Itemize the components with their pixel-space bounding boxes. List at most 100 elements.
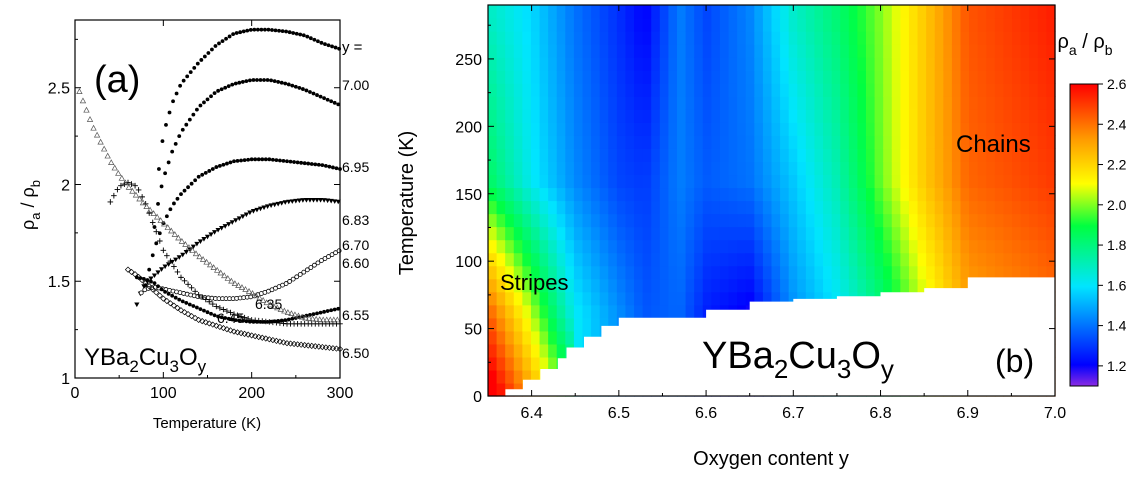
heatmap-cell (685, 44, 695, 58)
heatmap-cell (788, 265, 798, 280)
data-point (176, 255, 182, 260)
heatmap-cell (1046, 31, 1056, 45)
heatmap-cell (969, 70, 979, 84)
heatmap-cell (754, 5, 764, 19)
heatmap-cell (780, 70, 790, 84)
heatmap-cell (788, 174, 798, 189)
heatmap-cell (668, 83, 678, 97)
heatmap-cell (797, 70, 807, 84)
heatmap-cell (651, 57, 661, 71)
heatmap-cell (805, 174, 816, 189)
data-point (200, 172, 205, 177)
heatmap-cell (900, 96, 910, 110)
data-point (244, 319, 249, 324)
heatmap-cell (891, 265, 901, 280)
heatmap-cell (848, 83, 859, 97)
data-point (276, 80, 281, 84)
heatmap-cell (488, 382, 498, 397)
heatmap-cell (934, 187, 944, 202)
data-point (280, 29, 285, 34)
heatmap-cell (1037, 226, 1048, 241)
data-point (228, 277, 235, 284)
heatmap-cell (857, 213, 867, 228)
heatmap-cell (582, 304, 592, 319)
heatmap-cell (977, 18, 987, 32)
heatmap-cell (573, 44, 584, 58)
heatmap-cell (994, 135, 1005, 149)
heatmap-cell (651, 304, 661, 319)
data-point (213, 303, 220, 310)
heatmap-cell (1037, 174, 1048, 189)
data-point (248, 319, 252, 324)
heatmap-cell (883, 44, 893, 58)
heatmap-cell (677, 174, 687, 189)
heatmap-cell (926, 226, 936, 241)
heatmap-cell (488, 226, 498, 241)
heatmap-cell (591, 187, 601, 202)
heatmap-cell (823, 278, 833, 293)
data-point (284, 29, 289, 34)
heatmap-cell (857, 226, 867, 241)
heatmap-cell (685, 122, 695, 136)
heatmap-cell (814, 291, 824, 306)
heatmap-cell (719, 96, 730, 110)
heatmap-cell (831, 174, 841, 189)
heatmap-cell (969, 18, 979, 32)
data-point (249, 290, 256, 296)
data-point (195, 316, 202, 324)
heatmap-cell (754, 187, 764, 202)
heatmap-cell (488, 239, 498, 254)
heatmap-cell (668, 148, 678, 162)
data-point (149, 219, 156, 226)
heatmap-cell (874, 5, 884, 19)
heatmap-cell (951, 31, 962, 45)
data-point (153, 228, 160, 235)
heatmap-cell (951, 226, 962, 241)
heatmap-cell (728, 265, 738, 280)
colorbar-tick-label: 2.2 (1107, 157, 1127, 173)
heatmap-cell (625, 213, 635, 228)
data-point (219, 226, 225, 231)
heatmap-cell (951, 187, 962, 202)
heatmap-cell (719, 239, 730, 254)
heatmap-cell (513, 174, 523, 189)
panel-a-formula: YBa2Cu3Oy (84, 344, 207, 376)
heatmap-cell (814, 70, 824, 84)
heatmap-cell (943, 96, 953, 110)
heatmap-cell (505, 109, 515, 123)
heatmap-cell (685, 200, 695, 215)
data-point (257, 206, 264, 212)
heatmap-cell (780, 265, 790, 280)
heatmap-cell (488, 343, 498, 358)
heatmap-cell (659, 57, 670, 71)
series-6_50 (124, 266, 344, 353)
heatmap-cell (874, 96, 884, 110)
heatmap-cell (788, 122, 798, 136)
heatmap-cell (573, 109, 584, 123)
heatmap-cell (719, 265, 730, 280)
heatmap-cell (1037, 96, 1048, 110)
heatmap-cell (814, 96, 824, 110)
heatmap-cell (496, 57, 506, 71)
heatmap-cell (977, 109, 987, 123)
heatmap-cell (908, 278, 919, 293)
heatmap-cell (943, 18, 953, 32)
data-point (196, 253, 203, 260)
heatmap-cell (616, 44, 627, 58)
heatmap-cell (900, 5, 910, 19)
data-point (156, 292, 163, 299)
heatmap-cell (908, 148, 919, 162)
heatmap-cell (573, 148, 584, 162)
data-point (208, 232, 214, 238)
heatmap-cell (797, 31, 807, 45)
heatmap-cell (625, 5, 635, 19)
heatmap-cell (848, 31, 859, 45)
x-tick-label: 6.6 (695, 405, 717, 422)
heatmap-cell (616, 109, 627, 123)
heatmap-cell (616, 174, 627, 189)
heatmap-cell (488, 291, 498, 306)
heatmap-cell (943, 187, 953, 202)
heatmap-cell (599, 213, 609, 228)
data-point (206, 298, 213, 305)
